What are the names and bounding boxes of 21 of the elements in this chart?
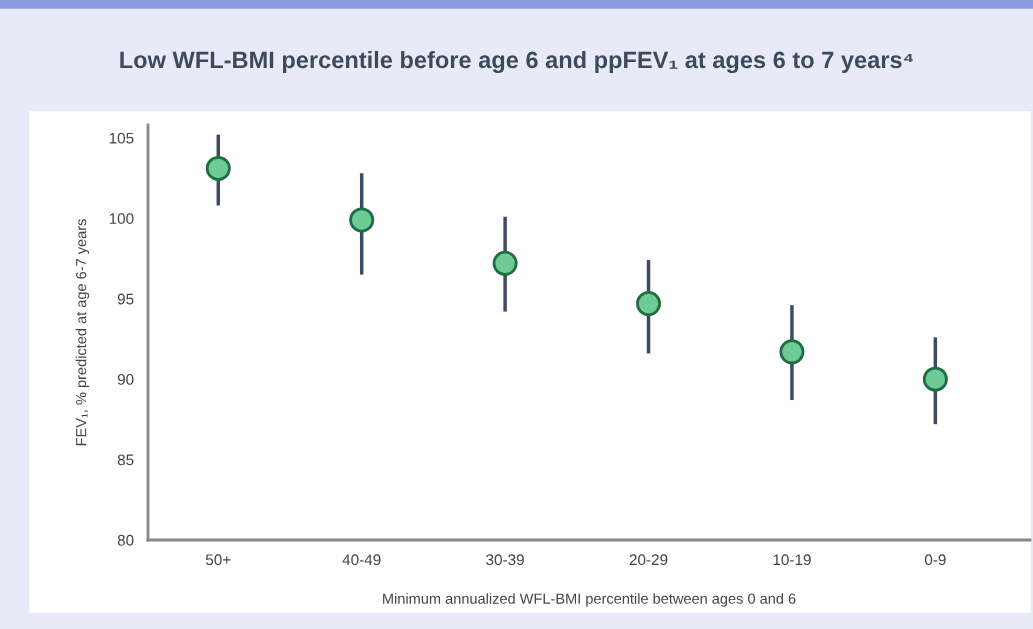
x-tick-label: 30-39 <box>486 554 524 566</box>
x-tick-label: 40-49 <box>342 554 381 566</box>
point <box>779 339 805 365</box>
x-tick-label: 10-19 <box>773 554 811 566</box>
y-tick-label: 80 <box>117 534 134 546</box>
y-axis-title: FEV₁, % predicted at age 6-7 years <box>75 219 90 446</box>
y-tick-label: 95 <box>117 293 134 305</box>
point <box>922 366 948 392</box>
point <box>636 291 662 317</box>
y-tick-label: 100 <box>109 213 134 224</box>
point <box>349 207 375 233</box>
point <box>492 250 518 276</box>
x-tick-label: 20-29 <box>629 554 668 566</box>
x-tick-label: 0-9 <box>924 554 946 566</box>
x-axis-title: Minimum annualized WFL-BMI percentile between ages 0 and 6 <box>383 593 796 607</box>
y-tick-label: 85 <box>117 454 134 466</box>
y-tick-label: 105 <box>109 132 134 144</box>
y-tick-label: 90 <box>117 374 134 385</box>
point <box>205 155 231 181</box>
chart-title: Low WFL-BMI percentile before age 6 and ppFEV₁ at ages 6 to 7 years⁴ <box>120 50 913 74</box>
x-tick-label: 50+ <box>205 554 231 566</box>
